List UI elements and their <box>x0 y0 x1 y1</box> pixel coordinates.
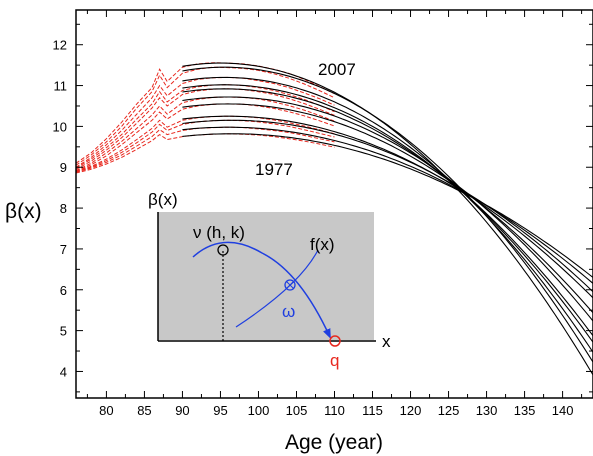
fitted-series-line <box>182 66 593 363</box>
observed-series-line <box>76 88 335 170</box>
y-tick-label: 8 <box>60 201 67 216</box>
y-tick-label: 6 <box>60 283 67 298</box>
x-tick-label: 135 <box>514 403 536 418</box>
inset-intersection-point <box>284 279 296 291</box>
fitted-series-line <box>182 88 593 337</box>
observed-series-line <box>76 96 335 171</box>
inset-y-label: β(x) <box>148 190 178 209</box>
x-tick-label: 140 <box>552 403 574 418</box>
x-axis-title: Age (year) <box>285 431 383 454</box>
observed-series-line <box>76 84 335 169</box>
x-tick-label: 125 <box>438 403 460 418</box>
x-tick-label: 130 <box>476 403 498 418</box>
inset-intersection-cross-b <box>286 281 294 289</box>
observed-series-line <box>76 76 335 168</box>
x-tick-label: 80 <box>99 403 113 418</box>
annotation-1977: 1977 <box>255 160 293 179</box>
fitted-series-line <box>182 76 593 353</box>
x-tick-label: 95 <box>213 403 227 418</box>
y-tick-label: 10 <box>53 119 67 134</box>
y-tick-label: 12 <box>53 38 67 53</box>
fitted-series-line <box>182 115 593 299</box>
x-tick-label: 100 <box>248 403 270 418</box>
inset-x-label: x <box>382 332 391 351</box>
inset-beta-curve <box>192 241 331 339</box>
inset-curve-label: f(x) <box>310 235 335 254</box>
x-tick-label: 115 <box>362 403 383 418</box>
fitted-series-line <box>182 103 593 314</box>
x-tick-label: 120 <box>400 403 422 418</box>
observed-series-layer <box>76 62 335 174</box>
y-tick-label: 5 <box>60 324 67 339</box>
inset-diagram: β(x) x ν (h, k) f(x) ω q <box>148 190 391 370</box>
y-tick-label: 7 <box>60 242 67 257</box>
observed-series-line <box>76 103 335 172</box>
x-tick-label: 85 <box>137 403 151 418</box>
inset-q-label: q <box>330 351 339 370</box>
fitted-series-line <box>182 133 593 278</box>
observed-series-line <box>76 133 335 174</box>
x-tick-label: 105 <box>286 403 308 418</box>
fitted-series-line <box>182 62 593 376</box>
y-axis-title: β(x) <box>5 200 42 223</box>
fitted-series-line <box>182 96 593 322</box>
x-tick-label: 90 <box>175 403 189 418</box>
observed-series-line <box>76 115 335 172</box>
fitted-series-line <box>182 119 593 293</box>
x-tick-label: 110 <box>324 403 345 418</box>
annotation-2007: 2007 <box>318 60 356 79</box>
observed-series-line <box>76 66 335 166</box>
y-tick-label: 4 <box>60 364 67 379</box>
inset-omega-label: ω <box>282 302 295 321</box>
fitted-series-line <box>182 126 593 284</box>
inset-background <box>158 212 374 340</box>
y-tick-label: 9 <box>60 160 67 175</box>
inset-q-point <box>329 335 341 347</box>
inset-vertex-point <box>217 244 229 256</box>
axis-ticks: 80 85 90 95 100 105 110 115 120 125 130 135 140 4 5 6 7 8… <box>53 10 593 418</box>
fitted-series-layer <box>182 62 593 376</box>
y-tick-label: 11 <box>54 79 68 94</box>
fitted-series-line <box>182 84 593 343</box>
inset-vertex-label: ν (h, k) <box>193 223 245 242</box>
